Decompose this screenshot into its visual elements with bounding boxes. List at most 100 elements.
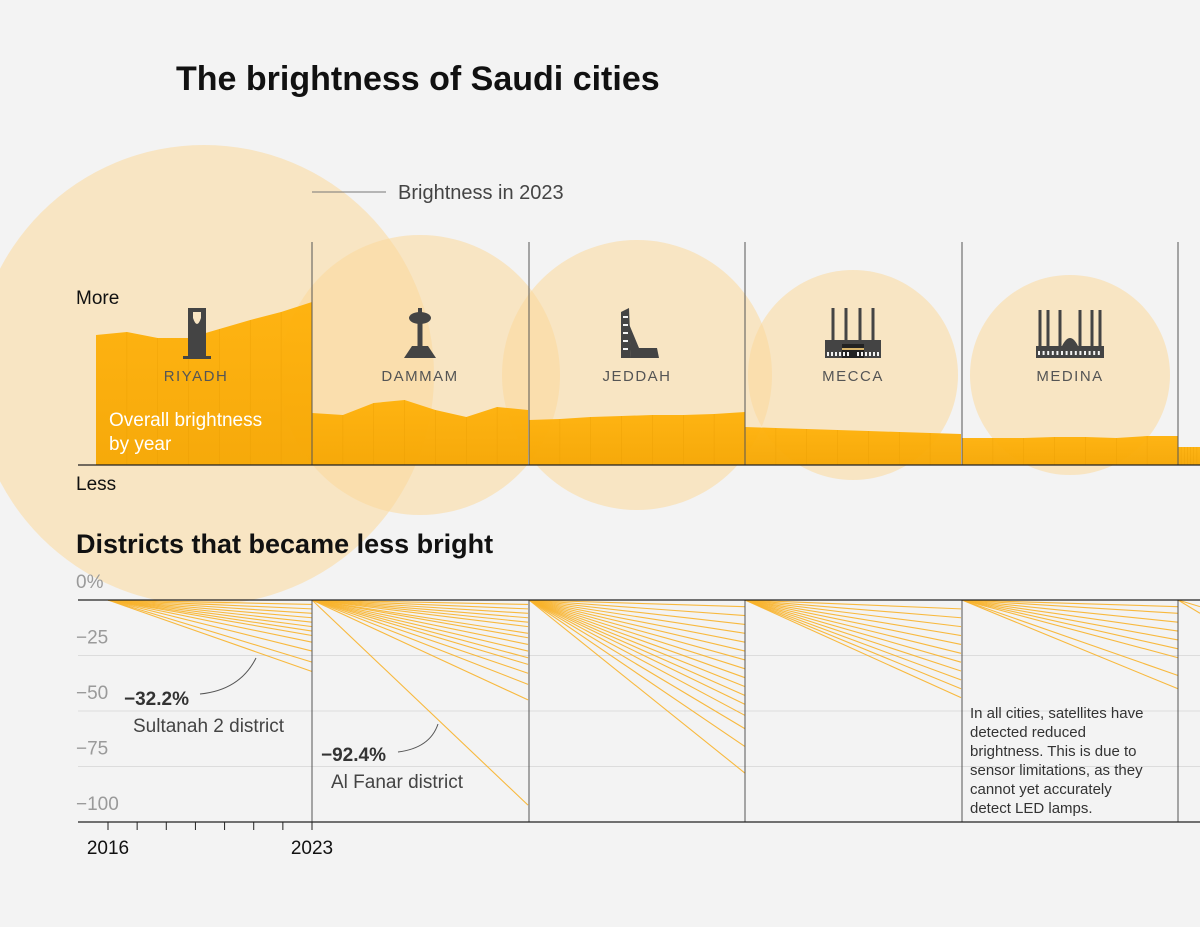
- district-line-medina: [961, 599, 1179, 614]
- district-line-medina: [961, 599, 1179, 659]
- district-line-jeddah: [528, 599, 746, 696]
- district-line-mecca: [744, 599, 962, 637]
- district-line-jeddah: [528, 599, 746, 747]
- annotation-value-dammam: −92.4%: [321, 745, 386, 766]
- jeddah-window: [623, 332, 628, 334]
- district-line-riyadh: [107, 599, 313, 643]
- arch: [1065, 351, 1068, 355]
- city-label-jeddah: JEDDAH: [602, 368, 671, 385]
- area-label-line1: Overall brightness: [109, 410, 262, 431]
- city-label-mecca: MECCA: [822, 368, 884, 385]
- district-line-next: [1177, 599, 1200, 614]
- district-lines: [107, 599, 1200, 806]
- district-line-dammam: [311, 599, 529, 610]
- overall-brightness-area-jeddah: [529, 412, 745, 465]
- district-line-jeddah: [528, 599, 746, 661]
- prophet-mosque-icon: [1036, 310, 1104, 358]
- district-line-medina: [961, 599, 1179, 608]
- area-layer: [96, 302, 1200, 465]
- district-line-dammam: [311, 599, 529, 645]
- district-line-mecca: [744, 599, 962, 663]
- x-start-label: 2016: [87, 838, 129, 859]
- arch: [1051, 351, 1054, 355]
- district-line-jeddah: [528, 599, 746, 617]
- district-line-dammam: [311, 599, 529, 605]
- district-line-mecca: [744, 599, 962, 619]
- arch: [1056, 351, 1059, 355]
- minaret: [844, 308, 848, 340]
- district-line-mecca: [744, 599, 962, 681]
- district-line-jeddah: [528, 599, 746, 705]
- district-line-mecca: [744, 599, 962, 672]
- kaaba-cube: [842, 344, 864, 358]
- district-line-dammam: [311, 599, 529, 634]
- jeddah-tower-right: [629, 324, 659, 358]
- annotation-value-riyadh: −32.2%: [124, 689, 189, 710]
- district-line-dammam: [311, 599, 529, 674]
- legend-circle-label: Brightness in 2023: [398, 182, 564, 204]
- minaret: [1038, 310, 1042, 346]
- minaret: [1078, 310, 1082, 346]
- district-line-riyadh: [107, 599, 313, 619]
- district-line-jeddah: [528, 599, 746, 652]
- district-line-dammam: [311, 599, 529, 701]
- minaret: [1098, 310, 1102, 346]
- overall-brightness-area-next: [1178, 447, 1200, 465]
- arch: [857, 352, 859, 356]
- city-label-dammam: DAMMAM: [381, 368, 458, 385]
- arch: [827, 352, 829, 356]
- note-line: sensor limitations, as they: [970, 762, 1143, 779]
- note-line: In all cities, satellites have: [970, 705, 1143, 722]
- page-title: The brightness of Saudi cities: [176, 60, 660, 98]
- water-tower-spire: [418, 308, 422, 314]
- arch: [847, 352, 849, 356]
- annotation-leader-dammam: [397, 723, 439, 753]
- jeddah-window: [623, 316, 628, 318]
- arch: [839, 352, 841, 356]
- district-line-jeddah: [528, 599, 746, 688]
- district-line-jeddah: [528, 599, 746, 730]
- jeddah-window: [623, 348, 628, 350]
- district-line-mecca: [744, 599, 962, 699]
- y-tick-label: 0%: [76, 572, 104, 593]
- arch: [1047, 351, 1050, 355]
- district-line-jeddah: [528, 599, 746, 679]
- arch: [865, 352, 867, 356]
- kaaba-mosque-icon: [825, 308, 881, 358]
- district-line-mecca: [744, 599, 962, 610]
- district-line-mecca: [744, 599, 962, 645]
- kingdom-tower-base: [183, 356, 211, 359]
- arch: [835, 352, 837, 356]
- district-line-jeddah: [528, 599, 746, 716]
- section2-title: Districts that became less bright: [76, 529, 493, 559]
- note-line: cannot yet accurately: [970, 781, 1112, 798]
- minaret: [858, 308, 862, 340]
- arch: [1074, 351, 1077, 355]
- arch: [869, 352, 871, 356]
- jeddah-window: [623, 324, 628, 326]
- district-line-medina: [961, 599, 1179, 641]
- arch: [877, 352, 879, 356]
- overall-brightness-area-medina: [962, 436, 1178, 465]
- water-tower-base: [404, 346, 436, 358]
- arch: [1084, 351, 1086, 355]
- kingdom-tower-icon: [183, 308, 211, 359]
- annotation-leader-riyadh: [199, 657, 257, 695]
- district-line-riyadh: [107, 599, 313, 605]
- district-line-dammam: [311, 599, 529, 639]
- district-line-dammam: [311, 599, 529, 614]
- district-line-jeddah: [528, 599, 746, 608]
- district-line-riyadh: [107, 599, 313, 663]
- area-label-line2: by year: [109, 434, 172, 455]
- minaret: [1058, 310, 1062, 346]
- arch: [1093, 351, 1096, 355]
- overall-brightness-area-mecca: [745, 427, 961, 465]
- city-label-medina: MEDINA: [1036, 368, 1103, 385]
- kaaba-band: [842, 348, 864, 350]
- minaret: [831, 308, 835, 340]
- y-tick-label: −75: [76, 739, 108, 760]
- district-line-riyadh: [107, 599, 313, 623]
- y-tick-label: −50: [76, 683, 108, 704]
- district-line-jeddah: [528, 599, 746, 670]
